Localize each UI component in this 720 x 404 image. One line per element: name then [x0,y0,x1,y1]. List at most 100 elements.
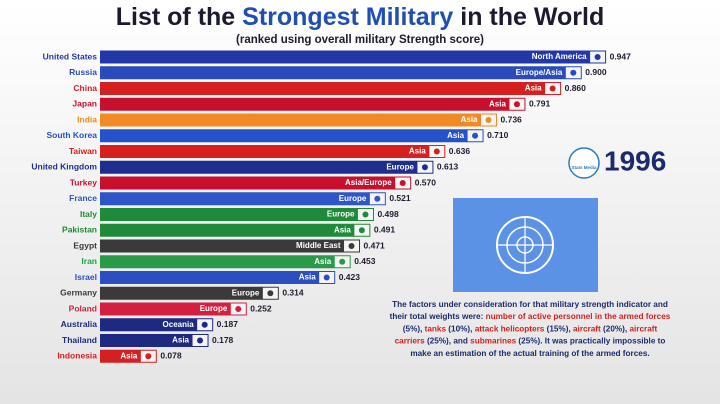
flag-emblem [197,337,204,344]
value-label: 0.314 [282,288,304,298]
bar [100,271,319,284]
category-label: Indonesia [57,351,97,361]
category-label: United Kingdom [31,162,97,172]
flag-emblem [323,274,330,281]
region-label: Asia [489,99,506,108]
flag-emblem [594,54,601,60]
category-label: Italy [80,209,97,219]
region-label: Asia [314,257,331,266]
region-label: Oceania [163,320,195,329]
region-label: Europe/Asia [516,68,563,77]
bar [100,160,417,174]
logo: Stats Media [568,147,600,179]
value-label: 0.423 [339,272,361,282]
footnote-part: (10%), [446,325,475,334]
region-label: Asia [172,336,189,345]
category-label: Thailand [62,335,97,345]
region-label: Asia [461,115,478,124]
flag-emblem [570,69,577,76]
footnote-part: (25%). It was practically impossible to [516,337,665,346]
value-label: 0.860 [565,83,587,93]
logo-text: Stats Media [571,165,597,170]
logo-circle [568,147,600,179]
bar [100,223,354,237]
value-label: 0.791 [529,99,551,109]
footnote-part: (5%), [403,325,425,334]
bar [100,318,197,332]
category-label: United States [43,51,98,61]
value-label: 0.252 [250,303,272,313]
value-label: 0.521 [389,193,411,203]
footnote-part: submarines [470,337,516,346]
category-label: Russia [69,67,97,77]
footnote-line: (5%), tanks (10%), attack helicopters (1… [403,325,658,334]
region-label: Asia [447,131,464,140]
bar [100,97,509,111]
region-label: Asia [525,84,542,93]
chart-subtitle: (ranked using overall military Strength … [236,34,484,46]
value-label: 0.736 [501,114,523,124]
category-label: Pakistan [62,225,97,235]
value-label: 0.900 [585,67,607,77]
bar [100,145,429,158]
bar [100,239,344,253]
category-label: Germany [60,288,97,298]
bar [100,66,566,80]
value-label: 0.636 [449,146,471,156]
value-label: 0.187 [217,319,239,329]
footnote-part: (15%), [544,325,573,334]
bar [100,113,481,127]
bar [100,50,590,64]
value-label: 0.570 [415,177,437,187]
value-label: 0.710 [487,130,509,140]
category-label: Taiwan [69,146,97,156]
value-label: 0.491 [374,225,396,235]
region-label: Europe [232,288,260,297]
footnote-line: carriers (25%), and submarines (25%). It… [395,337,666,346]
footnote-part: their total weights were: [390,312,486,321]
category-label: Japan [72,99,97,109]
flag-emblem [201,321,208,328]
footnote-part: tanks [425,325,447,334]
footnote-line: The factors under consideration for that… [392,300,668,309]
flag-emblem [374,195,381,202]
category-label: Poland [69,303,97,313]
flag-emblem [235,306,242,312]
bar [100,349,141,363]
bar [100,129,468,143]
region-label: North America [532,52,587,61]
value-label: 0.471 [364,240,386,250]
category-label: China [73,83,97,93]
region-label: Asia [334,225,351,234]
region-label: Asia [299,273,316,282]
footnote-part: attack helicopters [475,325,545,334]
flag-emblem [358,227,365,234]
footnote-part: The factors under consideration for that… [392,300,668,309]
region-label: Asia/Europe [345,178,392,187]
chart-title: List of the Strongest Military in the Wo… [116,3,604,31]
category-label: India [77,114,97,124]
year-label: 1996 [604,145,666,176]
value-label: 0.613 [437,162,459,172]
value-label: 0.947 [610,51,632,61]
category-label: Israel [75,272,97,282]
flag-emblem [339,258,346,265]
footnote-part: aircraft [629,325,657,334]
category-label: Turkey [70,177,98,187]
title-part: List of the [116,3,242,31]
footnote-part: make an estimation of the actual trainin… [410,349,649,358]
flag-emblem [362,211,369,218]
category-label: Egypt [73,240,97,250]
region-label: Europe [200,304,228,313]
footnote-line: their total weights were: number of acti… [390,312,671,321]
category-label: France [69,193,97,203]
bar [100,82,545,95]
flag-emblem [399,180,406,186]
bar [100,192,370,206]
footnote-part: (20%), [601,325,630,334]
footnote-part: number of active personnel in the armed … [486,312,671,321]
footnote-part: aircraft [573,325,601,334]
title-part: Strongest Military [242,3,453,31]
flag-emblem [433,148,440,155]
bar [100,286,263,300]
